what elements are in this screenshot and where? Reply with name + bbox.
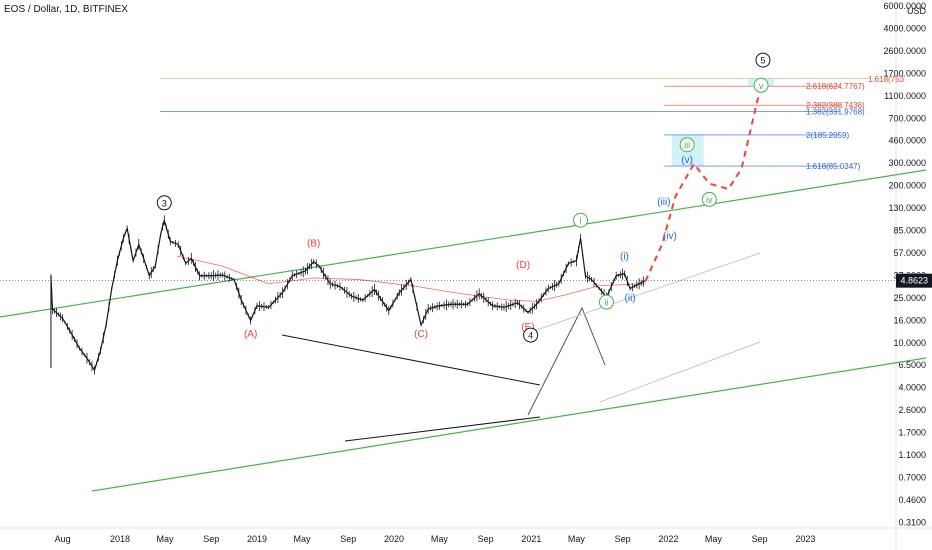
wave-label: 3 <box>162 198 167 208</box>
price-tick-label: 0.3100 <box>898 517 926 527</box>
price-tick-label: 700.0000 <box>888 113 926 123</box>
price-tick-label: 4.0000 <box>898 383 926 393</box>
last-price-badge <box>896 273 932 288</box>
time-tick-label: May <box>431 534 449 544</box>
time-tick-label: 2018 <box>110 534 130 544</box>
time-tick-label: Sep <box>340 534 356 544</box>
wave-label-circle <box>156 195 172 211</box>
wave-label: 4 <box>528 331 533 341</box>
time-tick-label: Sep <box>615 534 631 544</box>
candles <box>50 215 644 375</box>
wave-label: (v) <box>681 155 693 166</box>
wave-label-circle <box>753 77 769 93</box>
time-tick-label: May <box>157 534 175 544</box>
time-tick-label: May <box>568 534 586 544</box>
wave-label-circle <box>523 327 539 343</box>
time-tick-label: Sep <box>203 534 219 544</box>
triangle-upper-line <box>281 334 541 386</box>
wave-label: iii <box>684 140 690 150</box>
wave-label: ii <box>604 298 608 308</box>
projection-path <box>644 85 763 282</box>
fib-level-label: 1.382(331.9768) <box>806 108 865 117</box>
fib-level-label: 1.618(753 <box>868 75 905 84</box>
wave-label-circle <box>573 212 589 228</box>
wave-label-circle <box>755 52 771 68</box>
wave-label: 5 <box>760 56 765 66</box>
time-tick-label: 2023 <box>795 534 815 544</box>
time-tick-label: May <box>294 534 312 544</box>
moving-average-line <box>176 255 646 302</box>
price-tick-label: 460.0000 <box>888 136 926 146</box>
wave-label: (iv) <box>663 231 677 242</box>
wave-label: v <box>759 81 764 91</box>
wedge-upper-line <box>527 252 761 334</box>
price-tick-label: 300.0000 <box>888 158 926 168</box>
price-tick-label: 25.0000 <box>893 293 926 303</box>
channel-upper-line <box>0 169 927 318</box>
price-tick-label: 57.0000 <box>893 248 926 258</box>
price-tick-label: 16.0000 <box>893 315 926 325</box>
price-tick-label: 2600.0000 <box>883 46 926 56</box>
time-tick-label: Aug <box>55 534 71 544</box>
time-tick-label: 2019 <box>247 534 267 544</box>
wave-label: iv <box>706 195 713 205</box>
time-tick-label: 2022 <box>658 534 678 544</box>
fib-level-label: 1.618(85.0347) <box>806 162 861 171</box>
price-tick-label: 0.7000 <box>898 472 926 482</box>
price-tick-label: 2.6000 <box>898 405 926 415</box>
time-tick-label: Sep <box>752 534 768 544</box>
price-tick-label: 200.0000 <box>888 181 926 191</box>
price-tick-label: 85.0000 <box>893 226 926 236</box>
fib-level-label: 2.382(388.7436) <box>806 101 865 110</box>
wave-label-circle <box>679 137 695 153</box>
chart-title: EOS / Dollar, 1D, BITFINEX <box>4 4 128 15</box>
wave-label: (i) <box>620 252 629 263</box>
price-tick-label: 6.5000 <box>898 360 926 370</box>
wave-label-circle <box>598 294 614 310</box>
price-tick-label: 130.0000 <box>888 203 926 213</box>
fib-level-label: 2.618(624.7767) <box>806 82 865 91</box>
price-tick-label: 10.0000 <box>893 338 926 348</box>
wave-label: (ii) <box>625 293 636 304</box>
last-price-label: 4.8623 <box>900 276 928 286</box>
wave-label: i <box>580 216 582 226</box>
price-tick-label: 1100.0000 <box>884 91 926 101</box>
time-tick-label: 2021 <box>521 534 541 544</box>
wave-label-circle <box>701 191 717 207</box>
wave-label: (C) <box>414 329 428 340</box>
fib-level-label: 2(185.2059) <box>806 131 849 140</box>
wave-label: (D) <box>516 260 530 271</box>
price-tick-label: 0.4600 <box>898 495 926 505</box>
time-tick-label: Sep <box>478 534 494 544</box>
price-tick-label: 1700.0000 <box>883 68 926 78</box>
price-tick-label: 1.1000 <box>898 450 926 460</box>
wave-label: (B) <box>307 238 320 249</box>
wave-i-wedge <box>527 306 606 416</box>
wave-label: (E) <box>521 322 534 333</box>
wave-label: (A) <box>244 329 257 340</box>
channel-lower-line <box>91 357 927 492</box>
wedge-lower-line <box>599 341 761 403</box>
price-tick-label: 6000.0000 <box>883 1 926 11</box>
price-tick-label: 1.7000 <box>898 428 926 438</box>
wave-label: (iii) <box>657 197 670 208</box>
time-tick-label: May <box>705 534 723 544</box>
time-tick-label: 2020 <box>384 534 404 544</box>
price-tick-label: 4000.0000 <box>883 23 926 33</box>
price-unit-label: USD <box>907 6 927 16</box>
triangle-lower-line <box>344 416 541 442</box>
